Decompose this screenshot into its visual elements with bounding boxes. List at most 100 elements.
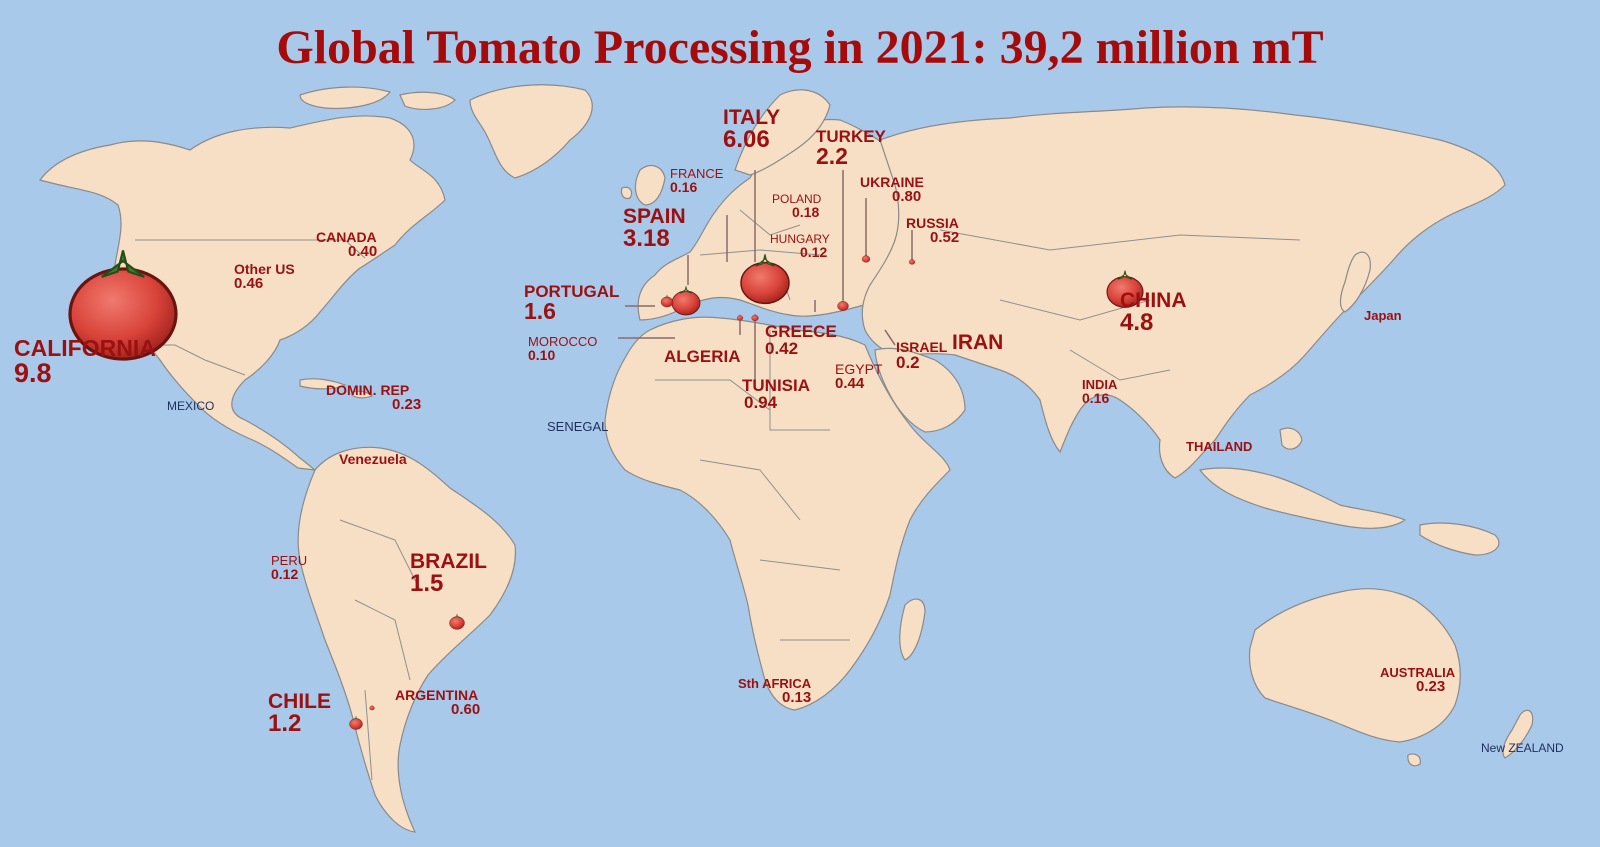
label-poland: POLAND 0.18 — [772, 193, 821, 219]
label-australia: AUSTRALIA 0.23 — [1380, 666, 1455, 694]
portugal-value: 1.6 — [524, 298, 556, 324]
argentina-name: ARGENTINA — [395, 687, 479, 703]
label-morocco: MOROCCO 0.10 — [528, 335, 597, 362]
france-value: 0.16 — [670, 179, 698, 195]
label-algeria: ALGERIA — [664, 348, 741, 365]
label-ukraine: UKRAINE 0.80 — [860, 175, 924, 204]
russia-value: 0.52 — [930, 229, 960, 246]
spain-name: SPAIN — [623, 205, 686, 228]
greenland — [469, 84, 593, 179]
russia-name: RUSSIA — [906, 215, 959, 231]
turkey-value: 2.2 — [816, 143, 848, 169]
label-italy: ITALY 6.06 — [723, 107, 780, 152]
hungary-name: HUNGARY — [770, 232, 830, 246]
tunisia-name: TUNISIA — [742, 376, 810, 395]
label-russia: RUSSIA 0.52 — [906, 216, 959, 245]
israel-name: ISRAEL — [896, 339, 948, 355]
label-california: CALIFORNIA 9.8 — [14, 337, 156, 387]
california-value: 9.8 — [14, 358, 52, 388]
label-tunisia: TUNISIA 0.94 — [742, 377, 810, 411]
label-chile: CHILE 1.2 — [268, 691, 331, 736]
madagascar — [899, 598, 926, 661]
label-portugal: PORTUGAL 1.6 — [524, 283, 619, 323]
thailand-name: THAILAND — [1186, 439, 1253, 454]
label-south-africa: Sth AFRICA 0.13 — [738, 677, 811, 705]
other-us-name: Other US — [234, 261, 295, 277]
peru-name: PERU — [271, 553, 308, 568]
label-senegal: SENEGAL — [547, 420, 608, 433]
morocco-value: 0.10 — [528, 347, 556, 363]
brazil-value: 1.5 — [410, 570, 444, 597]
south-america-borders — [339, 519, 421, 781]
chile-name: CHILE — [268, 690, 331, 713]
portugal-name: PORTUGAL — [524, 282, 620, 301]
british-isles — [620, 164, 666, 206]
china-name: CHINA — [1120, 289, 1187, 312]
spain-value: 3.18 — [623, 225, 670, 252]
label-argentina: ARGENTINA 0.60 — [395, 688, 480, 717]
label-india: INDIA 0.16 — [1082, 378, 1117, 405]
south-america-landmass — [297, 446, 517, 833]
label-brazil: BRAZIL 1.5 — [410, 551, 487, 596]
canada-name: CANADA — [316, 229, 377, 245]
label-turkey: TURKEY 2.2 — [816, 128, 886, 168]
brazil-name: BRAZIL — [410, 550, 487, 573]
france-name: FRANCE — [670, 166, 724, 181]
new-zealand-name: New ZEALAND — [1481, 741, 1564, 755]
label-peru: PERU 0.12 — [271, 554, 307, 581]
domin-rep-name: DOMIN. REP — [326, 382, 410, 398]
label-hungary: HUNGARY 0.12 — [770, 233, 830, 259]
arabian-peninsula — [874, 347, 966, 433]
other-us-value: 0.46 — [234, 275, 264, 292]
label-venezuela: Venezuela — [339, 452, 407, 466]
australia-value: 0.23 — [1416, 678, 1446, 695]
australia-landmass — [1248, 588, 1461, 743]
label-iran: IRAN — [952, 332, 1003, 353]
africa-borders — [655, 330, 850, 641]
tunisia-value: 0.94 — [744, 393, 778, 412]
greece-name: GREECE — [765, 322, 837, 341]
label-japan: Japan — [1364, 309, 1402, 322]
label-spain: SPAIN 3.18 — [623, 206, 686, 251]
egypt-name: EGYPT — [835, 361, 883, 377]
label-canada: CANADA 0.40 — [316, 230, 377, 259]
label-greece: GREECE 0.42 — [765, 323, 837, 357]
ukraine-name: UKRAINE — [860, 174, 924, 190]
poland-value: 0.18 — [792, 204, 820, 220]
asia-landmass — [861, 106, 1506, 479]
egypt-value: 0.44 — [835, 375, 865, 392]
italy-value: 6.06 — [723, 126, 770, 153]
south-africa-name: Sth AFRICA — [738, 676, 812, 691]
southeast-asia-islands — [1198, 427, 1407, 529]
label-domin-rep: DOMIN. REP 0.23 — [326, 383, 421, 412]
south-africa-value: 0.13 — [782, 689, 812, 706]
label-new-zealand: New ZEALAND — [1481, 742, 1564, 754]
algeria-name: ALGERIA — [664, 347, 741, 366]
hungary-value: 0.12 — [800, 244, 828, 260]
arctic-islands — [299, 86, 456, 110]
mexico-name: MEXICO — [167, 399, 215, 413]
label-other-us: Other US 0.46 — [234, 262, 295, 291]
scandinavia — [734, 89, 831, 176]
poland-name: POLAND — [772, 192, 822, 206]
morocco-name: MOROCCO — [528, 334, 598, 349]
greece-value: 0.42 — [765, 339, 799, 358]
us-canada-border — [135, 239, 366, 259]
india-name: INDIA — [1082, 377, 1118, 392]
new-guinea — [1419, 522, 1500, 556]
japan — [1339, 251, 1371, 313]
chile-value: 1.2 — [268, 710, 302, 737]
iran-name: IRAN — [952, 331, 1004, 354]
label-thailand: THAILAND — [1186, 440, 1252, 453]
ukraine-value: 0.80 — [892, 188, 922, 205]
label-egypt: EGYPT 0.44 — [835, 362, 882, 391]
peru-value: 0.12 — [271, 566, 299, 582]
india-value: 0.16 — [1082, 390, 1110, 406]
label-mexico: MEXICO — [167, 400, 214, 412]
label-france: FRANCE 0.16 — [670, 167, 723, 194]
israel-value: 0.2 — [896, 353, 920, 372]
new-zealand — [1502, 709, 1534, 759]
turkey-name: TURKEY — [816, 127, 886, 146]
